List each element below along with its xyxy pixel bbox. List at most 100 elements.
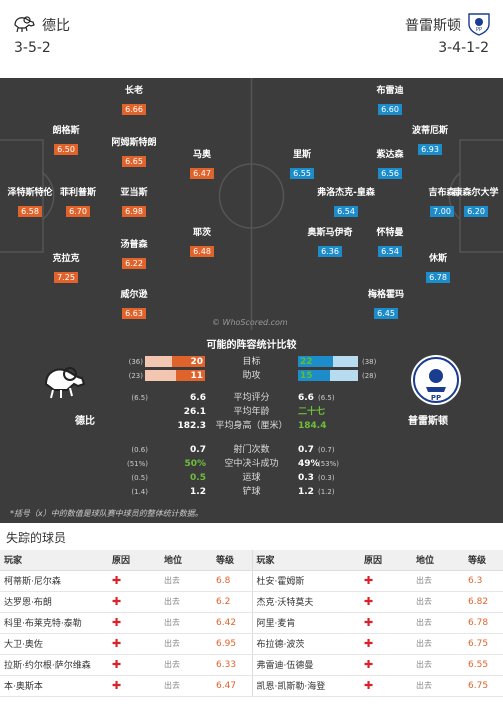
away-player[interactable]: 康森尔大学 6.20	[446, 188, 503, 218]
home-player[interactable]: 阿姆斯特朗 6.65	[104, 138, 164, 168]
player-name[interactable]: 弗洛杰克-皇森	[317, 188, 375, 198]
player-name[interactable]: 紫达森	[376, 150, 404, 160]
player-rating: 6.50	[54, 144, 78, 155]
home-assists-sub: (23)	[128, 372, 143, 380]
table-row: 本·奥斯本 ✚ 出去 6.47 凯恩·凯斯勒·海登 ✚ 出去 6.75	[0, 675, 503, 697]
stat-away-value: 二十七	[298, 407, 326, 417]
stat-home-value: 1.2	[190, 487, 206, 497]
home-player[interactable]: 耶茨 6.48	[172, 228, 232, 258]
player-rating: 6.55	[464, 654, 503, 676]
col-status[interactable]: 地位	[160, 550, 212, 571]
stat-label: 运球	[242, 473, 261, 483]
player-name[interactable]: 布拉德·波茨	[251, 633, 360, 655]
home-player[interactable]: 汤普森 6.22	[104, 240, 164, 270]
away-player[interactable]: 紫达森 6.56	[360, 150, 420, 180]
player-rating: 6.47	[212, 675, 252, 697]
player-name[interactable]: 柯蒂斯·尼尔森	[0, 570, 108, 592]
away-player[interactable]: 休斯 6.78	[408, 254, 468, 284]
injury-cross-icon: ✚	[108, 633, 160, 655]
stat-label: 射门次数	[233, 445, 270, 455]
player-name[interactable]: 汤普森	[120, 240, 148, 250]
player-name[interactable]: 杜安·霍姆斯	[251, 570, 360, 592]
player-rating: 6.78	[426, 272, 450, 283]
player-name[interactable]: 阿里·麦肯	[251, 612, 360, 634]
away-player[interactable]: 奥斯马伊奇 6.36	[300, 228, 360, 258]
player-name[interactable]: 波蒂厄斯	[411, 126, 448, 136]
player-name[interactable]: 奥斯马伊奇	[307, 228, 353, 238]
player-name[interactable]: 达罗恩·布朗	[0, 591, 108, 613]
injury-cross-icon: ✚	[360, 654, 412, 676]
col-rating[interactable]: 等级	[212, 550, 252, 571]
home-player[interactable]: 朗格斯 6.50	[36, 126, 96, 156]
injury-cross-icon: ✚	[360, 675, 412, 697]
player-name[interactable]: 弗雷迪·伍德曼	[251, 654, 360, 676]
home-player[interactable]: 克拉克 7.25	[36, 254, 96, 284]
col-reason[interactable]: 原因	[360, 550, 412, 571]
player-rating: 6.60	[378, 104, 402, 115]
player-rating: 6.58	[18, 206, 42, 217]
player-name[interactable]: 拉斯·约尔根·萨尔维森	[0, 654, 108, 676]
away-assists-value: 15	[300, 371, 313, 381]
stat-row-dribbles: (0.5) 0.5 运球 0.3 (0.3)	[0, 472, 503, 484]
stat-row-assists: (23) 11 助攻 15 (28)	[0, 370, 503, 382]
away-player[interactable]: 怀特曼 6.54	[360, 228, 420, 258]
player-name[interactable]: 克拉克	[52, 254, 80, 264]
away-player[interactable]: 吉布森 7.00	[412, 188, 472, 218]
home-player[interactable]: 马奥 6.47	[172, 150, 232, 180]
player-name[interactable]: 菲利普斯	[59, 188, 96, 198]
player-status: 出去	[160, 570, 212, 592]
player-name[interactable]: 威尔逊	[120, 290, 148, 300]
col-status[interactable]: 地位	[412, 550, 464, 571]
home-player[interactable]: 泽特斯特伦 6.58	[0, 188, 60, 218]
player-name[interactable]: 康森尔大学	[453, 188, 499, 198]
player-rating: 6.75	[464, 633, 503, 655]
away-player[interactable]: 弗洛杰克-皇森 6.54	[316, 188, 376, 218]
player-name[interactable]: 科里·布莱克特·泰勒	[0, 612, 108, 634]
injury-cross-icon: ✚	[360, 612, 412, 634]
player-rating: 6.70	[66, 206, 90, 217]
home-player[interactable]: 亚当斯 6.98	[104, 188, 164, 218]
player-name[interactable]: 布雷迪	[376, 86, 404, 96]
player-name[interactable]: 马奥	[192, 150, 211, 160]
table-row: 大卫·奥佐 ✚ 出去 6.95 布拉德·波茨 ✚ 出去 6.75	[0, 633, 503, 655]
col-player[interactable]: 玩家	[0, 550, 108, 571]
player-name[interactable]: 梅格霍玛	[367, 290, 404, 300]
home-player[interactable]: 菲利普斯 6.70	[48, 188, 108, 218]
player-name[interactable]: 长老	[124, 86, 143, 96]
injury-cross-icon: ✚	[108, 591, 160, 613]
away-goals-sub: (38)	[362, 358, 377, 366]
away-player[interactable]: 里斯 6.55	[272, 150, 332, 180]
player-rating: 6.8	[212, 570, 252, 592]
away-player[interactable]: 布雷迪 6.60	[360, 86, 420, 116]
home-goals-value: 20	[190, 357, 203, 367]
player-name[interactable]: 怀特曼	[376, 228, 404, 238]
player-name[interactable]: 凯恩·凯斯勒·海登	[251, 675, 360, 697]
home-player[interactable]: 长老 6.66	[104, 86, 164, 116]
player-name[interactable]: 耶茨	[192, 228, 211, 238]
player-name[interactable]: 里斯	[292, 150, 311, 160]
player-rating: 6.95	[212, 633, 252, 655]
missing-players-title: 失踪的球员	[6, 531, 67, 545]
home-team-name[interactable]: 德比	[42, 18, 70, 34]
player-name[interactable]: 本·奥斯本	[0, 675, 108, 697]
col-player[interactable]: 玩家	[251, 550, 360, 571]
away-player[interactable]: 梅格霍玛 6.45	[356, 290, 416, 320]
comparison-footnote: *括号（x）中的数值是球队赛中球员的整体统计数据。	[10, 509, 203, 518]
player-name[interactable]: 大卫·奥佐	[0, 633, 108, 655]
home-player[interactable]: 威尔逊 6.63	[104, 290, 164, 320]
player-name[interactable]: 亚当斯	[120, 188, 148, 198]
away-team-name[interactable]: 普雷斯顿	[405, 18, 461, 34]
derby-ram-icon	[14, 16, 35, 33]
col-reason[interactable]: 原因	[108, 550, 160, 571]
player-name[interactable]: 阿姆斯特朗	[111, 138, 157, 148]
player-rating: 6.3	[464, 570, 503, 592]
col-rating[interactable]: 等级	[464, 550, 503, 571]
player-name[interactable]: 吉布森	[428, 188, 456, 198]
player-name[interactable]: 杰克·沃特莫夫	[251, 591, 360, 613]
player-name[interactable]: 休斯	[428, 254, 447, 264]
away-player[interactable]: 波蒂厄斯 6.93	[400, 126, 460, 156]
player-name[interactable]: 泽特斯特伦	[7, 188, 53, 198]
player-rating: 6.75	[464, 675, 503, 697]
player-rating: 6.65	[122, 156, 146, 167]
player-name[interactable]: 朗格斯	[52, 126, 80, 136]
